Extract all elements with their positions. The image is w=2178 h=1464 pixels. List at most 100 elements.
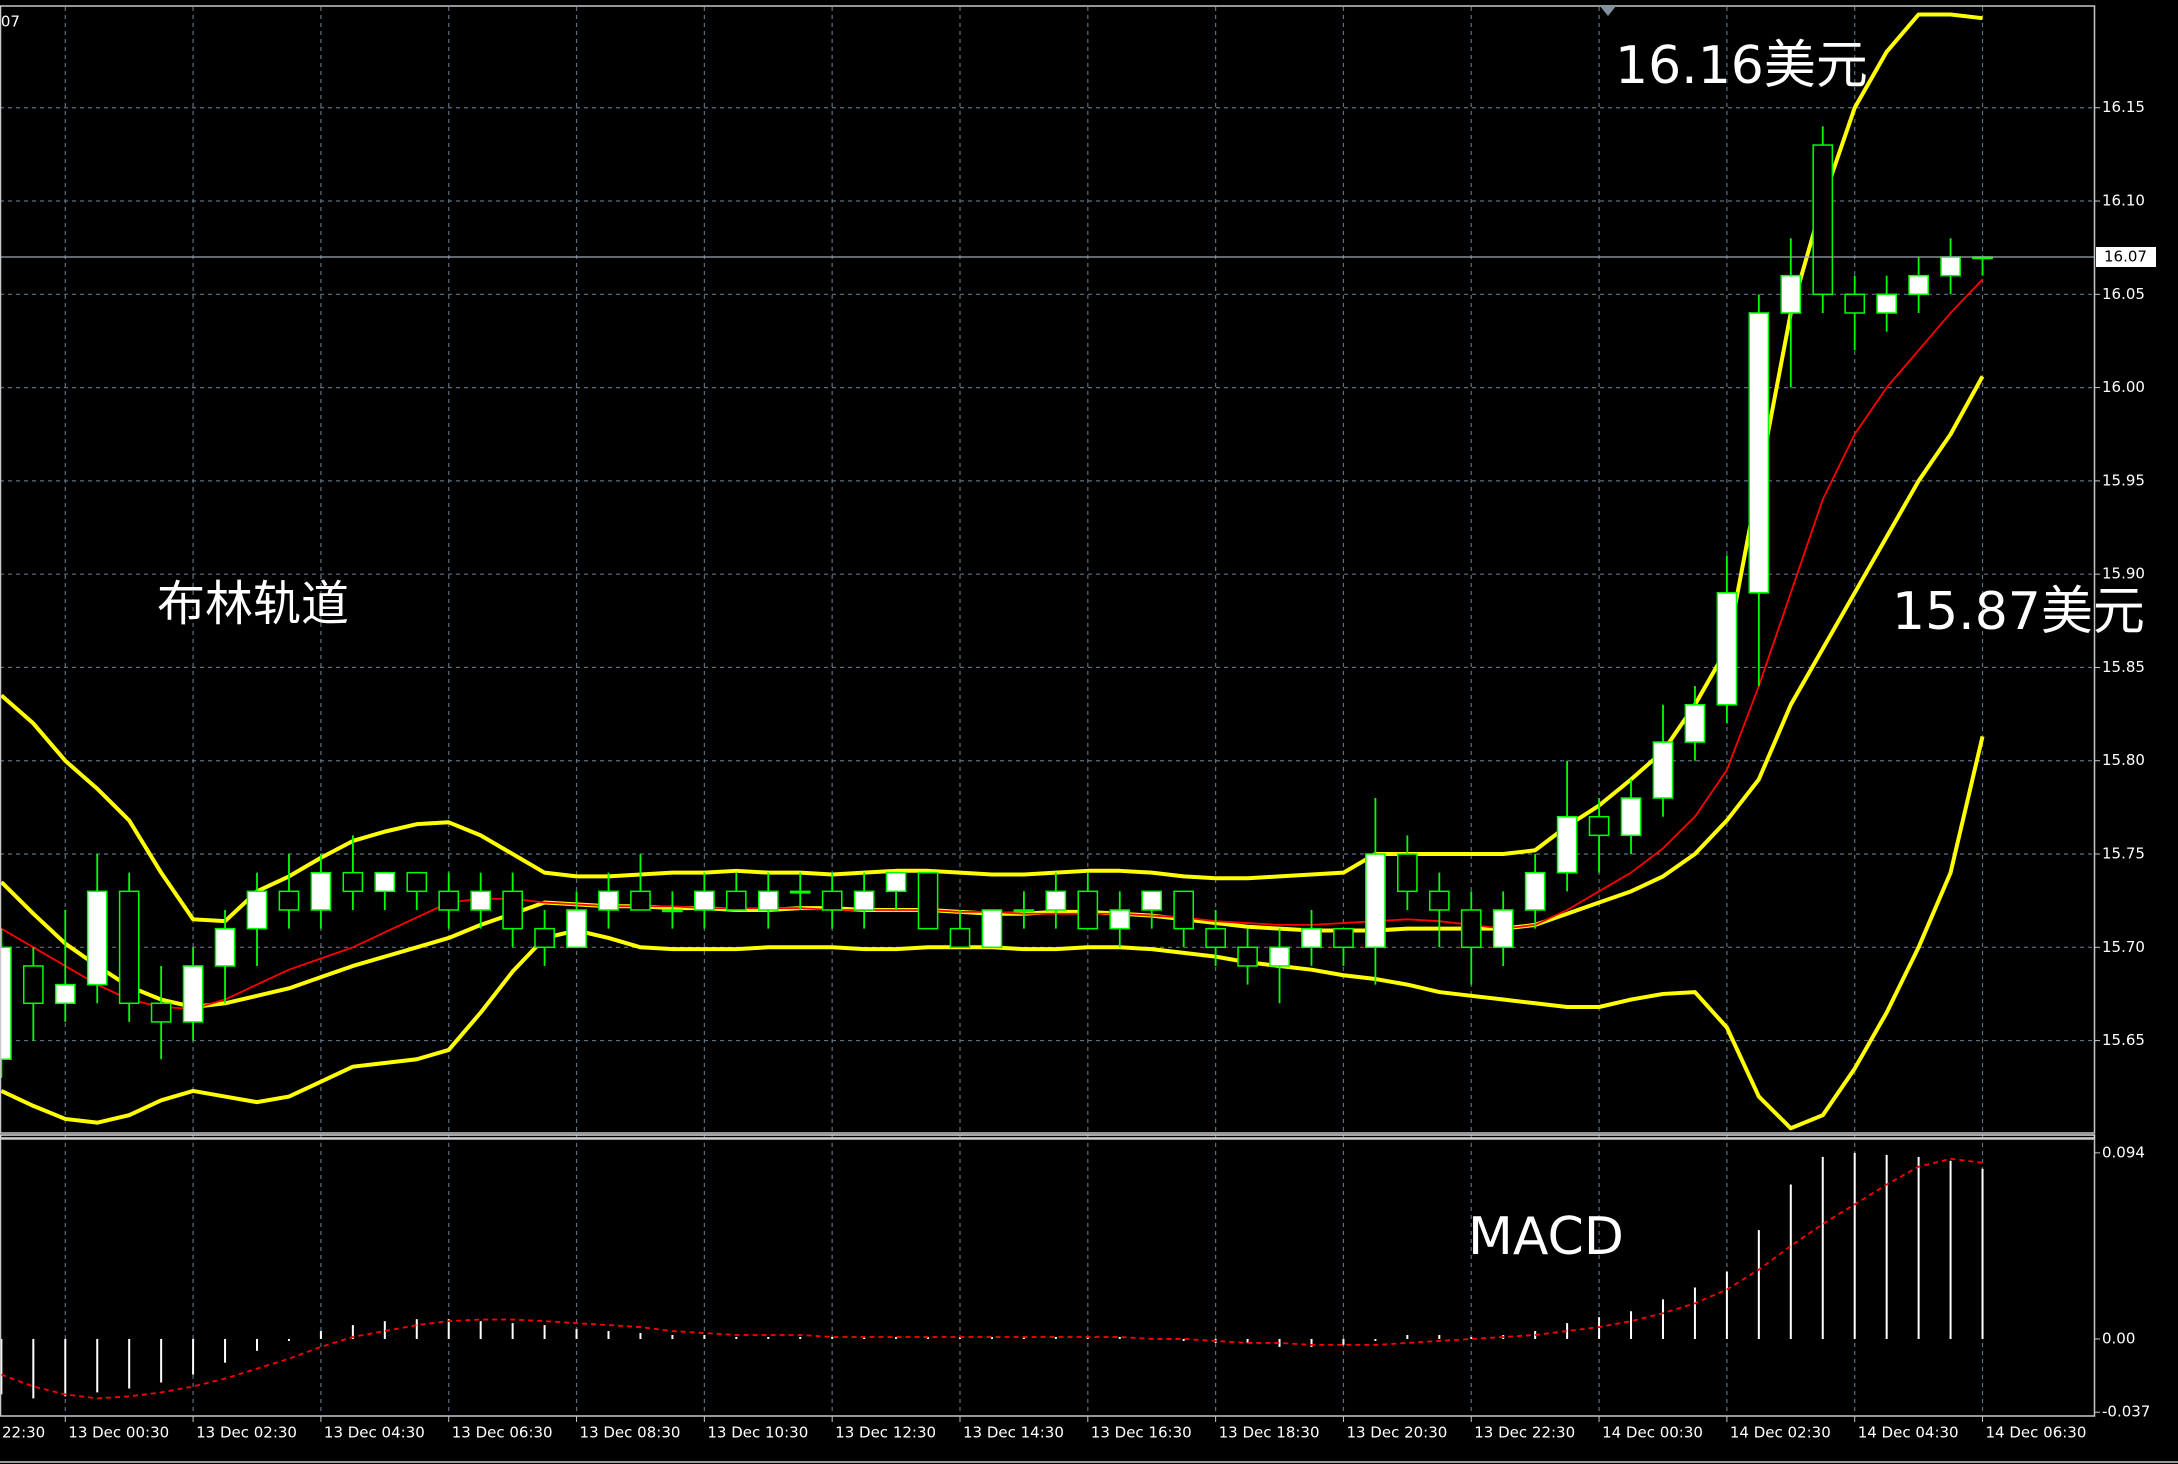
candle-body <box>1556 815 1578 874</box>
indicator-line <box>0 12 1983 924</box>
candle-body <box>757 890 779 911</box>
candle-body <box>278 890 300 911</box>
candle-body <box>1077 890 1099 930</box>
candle-body <box>853 890 875 911</box>
candle-body <box>118 890 140 1005</box>
candle-body <box>342 871 364 893</box>
x-tick-label: 13 Dec 06:30 <box>452 1424 553 1442</box>
y-tick-label: 16.00 <box>2102 378 2145 396</box>
y-tick-label: 15.85 <box>2102 658 2145 676</box>
candle-body <box>406 871 428 893</box>
candle-body <box>1684 704 1706 743</box>
y-tick-label: 16.10 <box>2102 192 2145 210</box>
candle-body <box>310 871 332 911</box>
candle-body <box>662 909 683 913</box>
candle-body <box>470 890 492 911</box>
x-tick-label: 14 Dec 04:30 <box>1858 1424 1959 1442</box>
candle-body <box>1524 871 1546 911</box>
shift-marker <box>1600 6 1616 16</box>
x-tick-label: 13 Dec 14:30 <box>963 1424 1064 1442</box>
y-tick-label: 15.75 <box>2102 845 2145 863</box>
candle-body <box>1173 890 1195 930</box>
x-tick-label: 13 Dec 22:30 <box>1474 1424 1575 1442</box>
candle-body <box>1716 592 1738 706</box>
candle-body <box>1141 890 1163 911</box>
corner-price-label: 16.07 <box>0 13 20 31</box>
y-tick-label: -0.037 <box>2102 1403 2150 1421</box>
grid-layer <box>0 7 2095 1414</box>
x-tick-label: 13 Dec 16:30 <box>1091 1424 1192 1442</box>
candle-body <box>438 890 460 911</box>
candle-body <box>1876 293 1897 314</box>
candle-body <box>1492 909 1514 949</box>
candle-body <box>1333 927 1354 949</box>
candle-body <box>1588 815 1610 837</box>
candle-body <box>86 890 108 986</box>
candle-body <box>1109 909 1131 930</box>
candle-body <box>1045 890 1067 911</box>
y-tick-label: 15.90 <box>2102 565 2145 583</box>
candle-body <box>1269 946 1290 967</box>
candle-body <box>1397 853 1418 893</box>
price-panel <box>0 12 2095 1131</box>
candle-body <box>694 890 715 911</box>
macd-panel-border <box>0 1138 2096 1417</box>
candle-body <box>1844 293 1866 314</box>
candle-body <box>725 890 747 911</box>
y-tick-label: 16.05 <box>2102 285 2145 303</box>
x-tick-label: 14 Dec 02:30 <box>1730 1424 1831 1442</box>
candle-body <box>1013 909 1035 913</box>
candle-body <box>949 927 971 949</box>
x-tick-label: 13 Dec 04:30 <box>324 1424 425 1442</box>
y-tick-label: 0.00 <box>2102 1329 2135 1347</box>
x-tick-label: 13 Dec 00:30 <box>68 1424 169 1442</box>
candle-body <box>502 890 523 930</box>
candle-body <box>1365 853 1386 949</box>
candle-body <box>981 909 1003 949</box>
candle-body <box>1205 927 1226 949</box>
x-tick-label: 14 Dec 06:30 <box>1986 1424 2087 1442</box>
candle-body <box>1908 274 1929 296</box>
candle-body <box>182 965 204 1023</box>
x-tick-label: 13 Dec 18:30 <box>1219 1424 1320 1442</box>
candle-body <box>374 871 396 893</box>
candle-body <box>885 871 907 893</box>
candle-body <box>1780 274 1802 314</box>
axis-layer: 15.65 15.70 15.75 15.80 15.85 15.90 15.95 16.00… <box>0 13 2156 1442</box>
candle-body <box>150 1002 172 1023</box>
candle-body <box>789 890 811 894</box>
candle-body <box>1428 890 1450 911</box>
current-price-box <box>2096 247 2156 267</box>
candle-body <box>1301 927 1322 949</box>
macd-panel <box>0 1152 1984 1400</box>
candle-body <box>1748 312 1770 594</box>
candle-body <box>917 871 939 930</box>
candle-body <box>246 890 268 930</box>
candle-body <box>1812 144 1834 296</box>
candle-body <box>54 983 76 1005</box>
annotation: 布林轨道 <box>157 576 349 632</box>
x-tick-label: 13 Dec 20:30 <box>1346 1424 1447 1442</box>
candle-body <box>1620 797 1642 837</box>
indicator-line <box>1 1157 1983 1400</box>
y-tick-label: 15.70 <box>2102 938 2145 956</box>
x-tick-label: 13 Dec 02:30 <box>196 1424 297 1442</box>
y-tick-label: 15.95 <box>2102 471 2145 489</box>
candle-body <box>22 965 44 1005</box>
current-price-label: 16.07 <box>2104 248 2147 266</box>
candle-body <box>598 890 619 911</box>
candle-body <box>1460 909 1482 949</box>
x-tick-label: 13 Dec 08:30 <box>580 1424 681 1442</box>
x-tick-label: 13 Dec 12:30 <box>835 1424 936 1442</box>
candle-body <box>0 946 12 1060</box>
candle-body <box>1237 946 1258 967</box>
candle-body <box>1940 256 1961 277</box>
y-tick-label: 15.65 <box>2102 1031 2145 1049</box>
panel-separator <box>0 1134 2096 1139</box>
candle-body <box>630 890 651 911</box>
candle-body <box>821 890 843 911</box>
x-tick-label: 13 Dec 10:30 <box>707 1424 808 1442</box>
price-panel-border <box>0 5 2096 1134</box>
